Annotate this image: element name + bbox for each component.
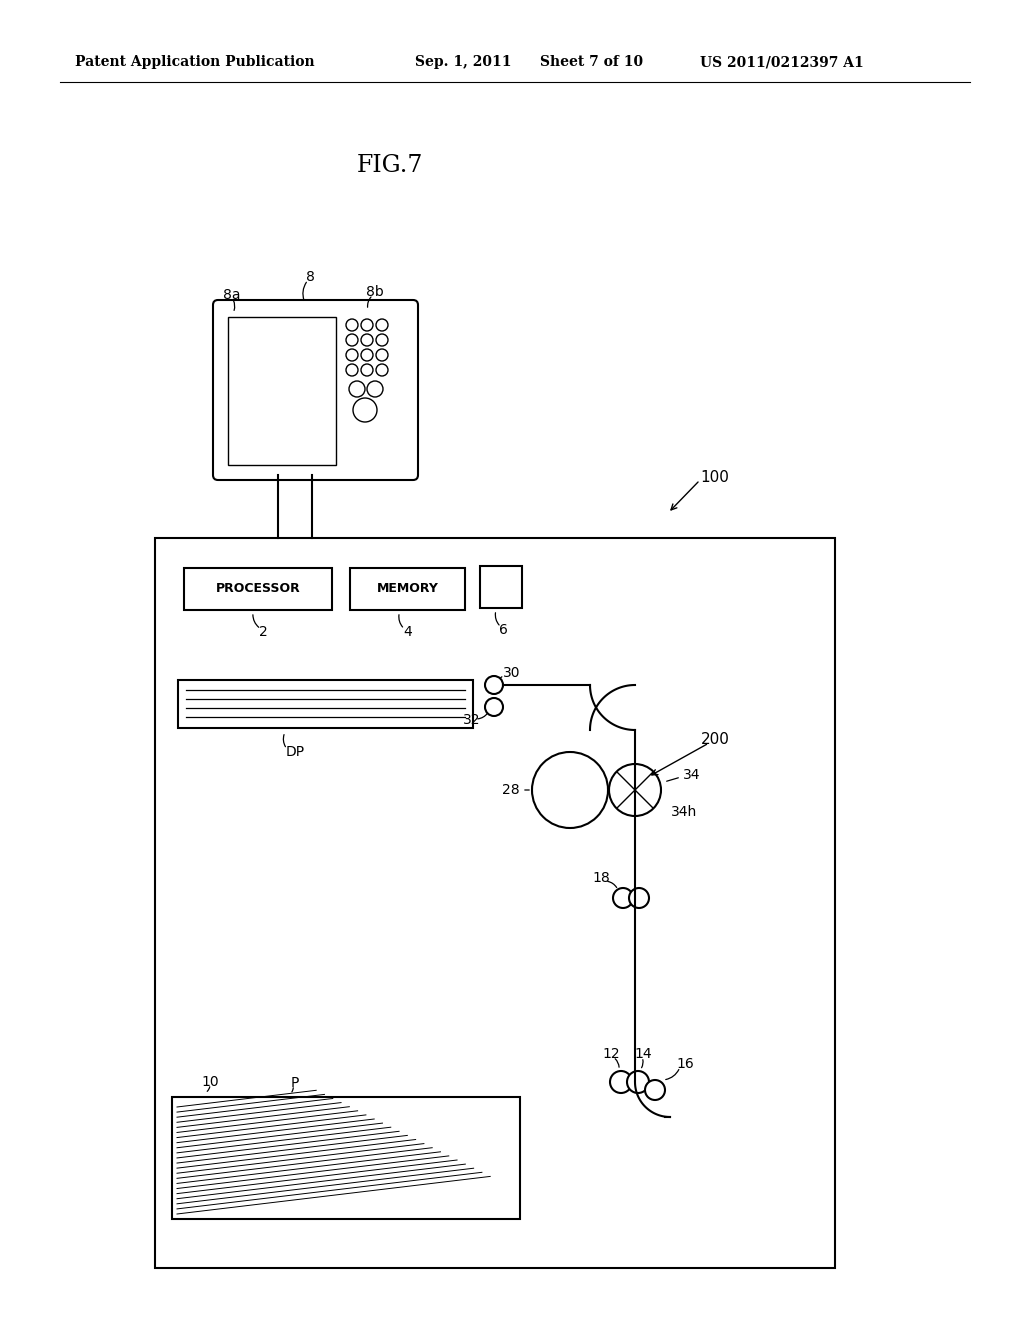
Circle shape — [627, 1071, 649, 1093]
Text: 30: 30 — [503, 667, 520, 680]
Text: Sheet 7 of 10: Sheet 7 of 10 — [540, 55, 643, 69]
Text: 14: 14 — [634, 1047, 652, 1061]
Text: 8a: 8a — [223, 288, 241, 302]
Circle shape — [613, 888, 633, 908]
Text: DP: DP — [286, 744, 304, 759]
Text: FIG.7: FIG.7 — [356, 153, 423, 177]
Circle shape — [346, 348, 358, 360]
Text: 6: 6 — [499, 623, 508, 638]
Text: 2: 2 — [259, 624, 267, 639]
Text: Sep. 1, 2011: Sep. 1, 2011 — [415, 55, 512, 69]
Circle shape — [376, 348, 388, 360]
Text: MEMORY: MEMORY — [377, 582, 438, 595]
Circle shape — [361, 364, 373, 376]
FancyBboxPatch shape — [172, 1097, 520, 1218]
Text: 18: 18 — [592, 871, 610, 884]
Circle shape — [361, 334, 373, 346]
Text: US 2011/0212397 A1: US 2011/0212397 A1 — [700, 55, 864, 69]
Circle shape — [346, 334, 358, 346]
Text: 200: 200 — [701, 733, 730, 747]
Circle shape — [376, 319, 388, 331]
Text: 34h: 34h — [671, 805, 697, 818]
Text: 16: 16 — [676, 1057, 694, 1071]
FancyBboxPatch shape — [228, 317, 336, 465]
Circle shape — [376, 364, 388, 376]
Text: Patent Application Publication: Patent Application Publication — [75, 55, 314, 69]
Circle shape — [353, 399, 377, 422]
Text: 10: 10 — [201, 1074, 219, 1089]
Text: P: P — [291, 1076, 299, 1090]
Text: 12: 12 — [602, 1047, 620, 1061]
Text: 4: 4 — [403, 624, 412, 639]
Circle shape — [645, 1080, 665, 1100]
FancyBboxPatch shape — [213, 300, 418, 480]
Text: 32: 32 — [463, 713, 480, 727]
Circle shape — [610, 1071, 632, 1093]
FancyBboxPatch shape — [480, 566, 522, 609]
Circle shape — [346, 319, 358, 331]
Text: 28: 28 — [503, 783, 520, 797]
Text: 8: 8 — [305, 271, 314, 284]
Circle shape — [609, 764, 662, 816]
FancyBboxPatch shape — [350, 568, 465, 610]
Text: 34: 34 — [683, 768, 700, 781]
Circle shape — [361, 319, 373, 331]
Circle shape — [367, 381, 383, 397]
Circle shape — [346, 364, 358, 376]
Circle shape — [349, 381, 365, 397]
Circle shape — [532, 752, 608, 828]
Text: PROCESSOR: PROCESSOR — [216, 582, 300, 595]
FancyBboxPatch shape — [155, 539, 835, 1269]
Text: 8b: 8b — [367, 285, 384, 300]
FancyBboxPatch shape — [184, 568, 332, 610]
Circle shape — [629, 888, 649, 908]
Circle shape — [485, 698, 503, 715]
FancyBboxPatch shape — [178, 680, 473, 729]
Circle shape — [485, 676, 503, 694]
Circle shape — [361, 348, 373, 360]
Circle shape — [376, 334, 388, 346]
Text: 100: 100 — [700, 470, 729, 484]
